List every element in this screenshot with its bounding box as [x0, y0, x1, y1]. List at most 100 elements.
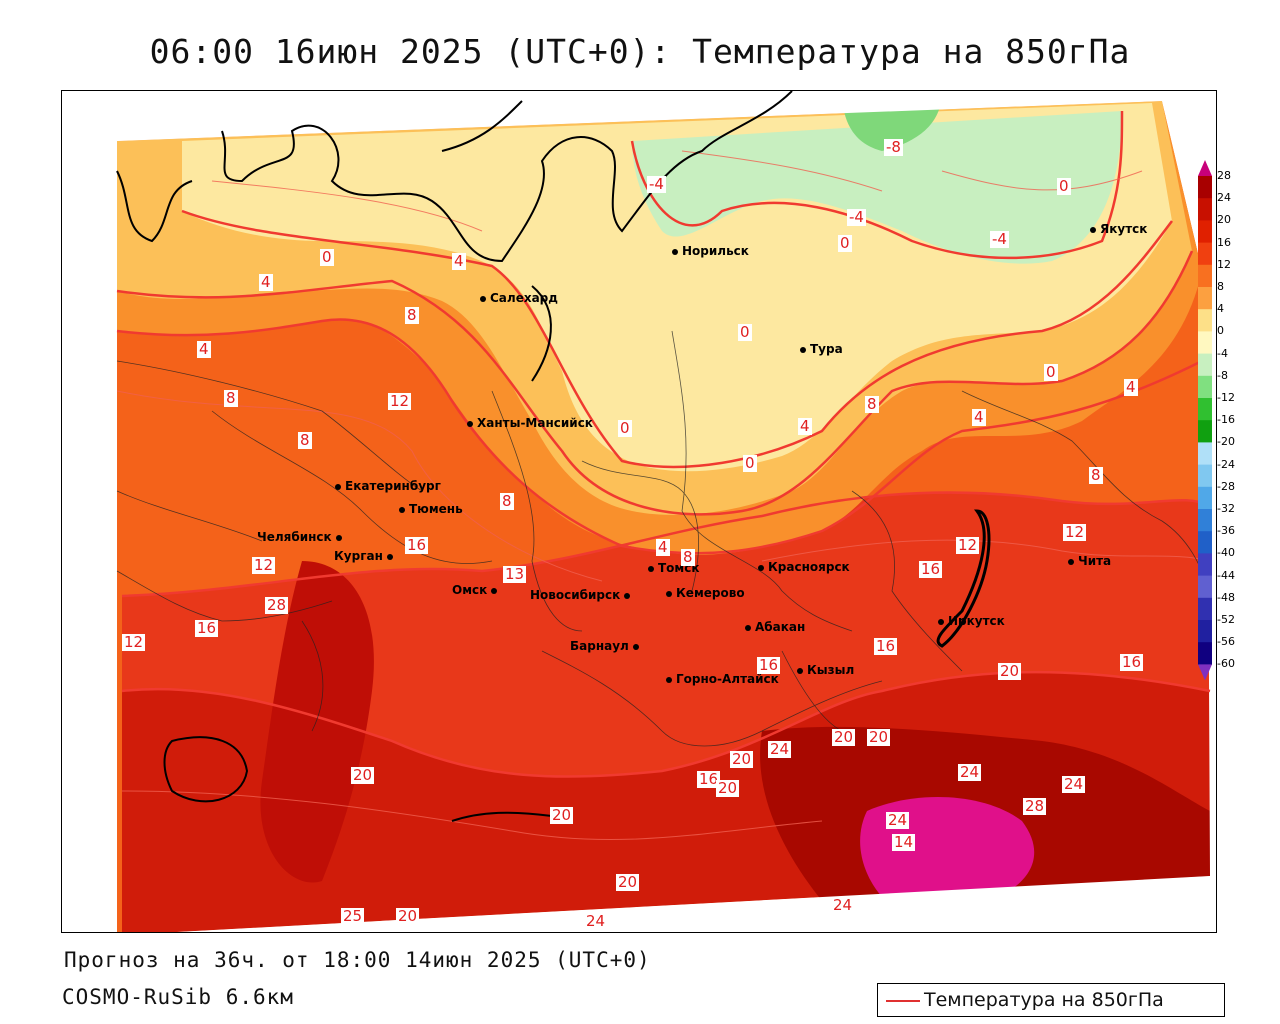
forecast-info: Прогноз на 36ч. от 18:00 14июн 2025 (UTC… [64, 948, 651, 972]
outside-domain-bottom [176, 876, 1216, 932]
city-dot-icon [1090, 226, 1096, 233]
city-yekaterinburg[interactable]: Екатеринбург [335, 479, 441, 493]
west-warm-patch [260, 561, 374, 883]
contour-label: 20 [716, 779, 740, 797]
contour-label: 4 [452, 252, 466, 270]
colorbar-tick-label: 16 [1217, 235, 1231, 249]
contour-label: 16 [195, 619, 219, 637]
contour-label: 24 [831, 896, 855, 914]
contour-label: 4 [259, 273, 273, 291]
contour-label: 4 [1124, 378, 1138, 396]
contour-label: 0 [320, 248, 334, 266]
colorbar-segment [1198, 375, 1212, 399]
city-dot-icon [335, 483, 341, 490]
colorbar-tick-label: -40 [1217, 546, 1235, 560]
colorbar-tick-label: -48 [1217, 590, 1235, 604]
city-novosibirsk[interactable]: Новосибирск [530, 588, 634, 602]
city-dot-icon [1068, 558, 1074, 565]
contour-label: 24 [584, 912, 608, 930]
contour-label: 25 [341, 907, 365, 925]
contour-label: 8 [681, 548, 695, 566]
map-title: 06:00 16июн 2025 (UTC+0): Температура на… [149, 32, 1131, 71]
city-abakan[interactable]: Абакан [745, 620, 805, 634]
city-tura[interactable]: Тура [800, 342, 843, 356]
city-dot-icon [386, 553, 393, 560]
contour-label: 12 [1063, 523, 1087, 541]
city-dot-icon [648, 565, 654, 572]
colorbar-segment [1198, 198, 1212, 221]
city-tyumen[interactable]: Тюмень [399, 502, 463, 516]
contour-label: 24 [886, 811, 910, 829]
colorbar-tick-label: -12 [1217, 391, 1235, 404]
contour-label: 14 [892, 833, 916, 851]
city-yakutsk[interactable]: Якутск [1090, 222, 1147, 236]
contour-label: 4 [798, 417, 812, 435]
contour-label: 4 [972, 408, 986, 426]
colorbar-tick-label: 12 [1217, 257, 1231, 271]
colorbar-tick-label: -56 [1217, 635, 1235, 649]
city-kyzyl[interactable]: Кызыл [797, 663, 854, 677]
city-khanty-mansiysk[interactable]: Ханты-Мансийск [467, 416, 593, 430]
colorbar-tick-label: -36 [1217, 524, 1235, 538]
contour-label: 24 [768, 740, 792, 758]
contour-label: 12 [122, 633, 146, 651]
contour-label: 16 [874, 637, 898, 655]
colorbar-segment [1198, 264, 1212, 288]
city-dot-icon [666, 590, 672, 597]
colorbar-tick-label: -28 [1217, 479, 1235, 493]
city-dot-icon [672, 248, 678, 255]
colorbar-segment [1198, 597, 1212, 621]
colorbar-top-arrow [1198, 160, 1212, 176]
contour-label: 20 [730, 750, 754, 768]
admin-boundaries [116, 330, 1211, 747]
colorbar: 28 24 20 16 12 8 4 0 -4 -8 -12 -16 -20 -24 -28 -32 -36 -4… [1195, 160, 1275, 690]
city-salekhard[interactable]: Салехард [480, 291, 558, 305]
city-kemerovo[interactable]: Кемерово [666, 586, 745, 600]
colorbar-tick-label: -60 [1217, 657, 1235, 671]
contour-label: 12 [388, 392, 412, 410]
map-area[interactable]: Норильск Якутск Салехард Тура Ханты-Манс… [61, 90, 1217, 933]
city-chita[interactable]: Чита [1068, 554, 1111, 568]
legend: Температура на 850гПа [877, 983, 1225, 1017]
contour-label: 0 [738, 323, 752, 341]
city-irkutsk[interactable]: Иркутск [938, 614, 1005, 628]
city-norilsk[interactable]: Норильск [672, 244, 749, 258]
colorbar-segment [1198, 464, 1212, 488]
contour-label: 28 [1023, 797, 1047, 815]
colorbar-segment [1198, 220, 1212, 244]
city-omsk[interactable]: Омск [452, 583, 501, 597]
colorbar-tick-label: -24 [1217, 457, 1235, 471]
contour-label: 12 [956, 536, 980, 554]
contour-label: 20 [832, 728, 856, 746]
colorbar-segment [1198, 642, 1212, 665]
city-krasnoyarsk[interactable]: Красноярск [758, 560, 850, 574]
domain-band-minus4 [632, 111, 1122, 264]
temperature-field [62, 91, 1216, 932]
colorbar-tick-label: -44 [1217, 568, 1235, 582]
city-kurgan[interactable]: Курган [334, 549, 397, 563]
contour-label: 16 [697, 770, 721, 788]
city-dot-icon [745, 624, 751, 631]
contour-label: 20 [616, 873, 640, 891]
contour-label: 4 [197, 340, 211, 358]
contour-label: 8 [500, 492, 514, 510]
contour-label: 16 [1120, 653, 1144, 671]
colorbar-segment [1198, 176, 1212, 199]
city-gorno-altaysk[interactable]: Горно-Алтайск [666, 672, 779, 686]
colorbar-segment [1198, 486, 1212, 510]
city-dot-icon [800, 346, 806, 353]
colorbar-tick-label: -20 [1217, 435, 1235, 449]
contour-label: 0 [618, 419, 632, 437]
colorbar-scale [1198, 160, 1212, 681]
contour-label: -4 [847, 208, 866, 226]
contour-label: 8 [865, 395, 879, 413]
contour-label: 16 [757, 656, 781, 674]
contour-label: 20 [867, 728, 891, 746]
isotherm-lines [116, 110, 1211, 778]
contour-label: 12 [252, 556, 276, 574]
city-barnaul[interactable]: Барнаул [570, 639, 643, 653]
city-chelyabinsk[interactable]: Челябинск [257, 530, 346, 544]
city-dot-icon [938, 618, 944, 625]
contour-label: 20 [351, 766, 375, 784]
city-dot-icon [758, 564, 764, 571]
